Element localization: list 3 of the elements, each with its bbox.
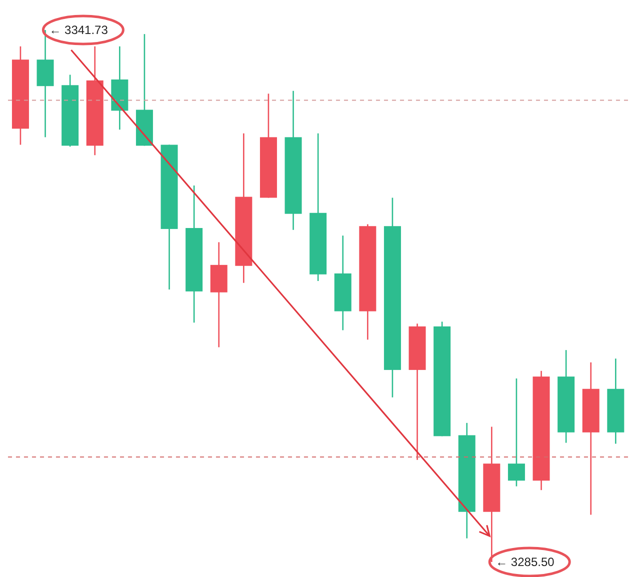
candlestick <box>508 378 525 487</box>
annotation: ← 3285.50 <box>496 555 555 569</box>
annotation: ← 3341.73 <box>49 23 108 37</box>
